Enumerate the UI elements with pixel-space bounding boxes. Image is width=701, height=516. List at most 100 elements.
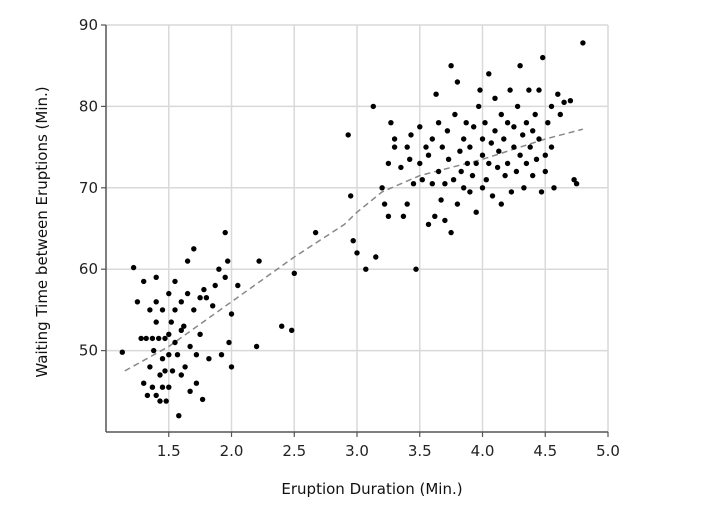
- data-point: [477, 87, 483, 93]
- data-point: [538, 189, 545, 195]
- data-point: [425, 152, 432, 158]
- data-point: [385, 160, 392, 167]
- data-point: [163, 398, 169, 404]
- data-point: [429, 136, 435, 142]
- data-point: [157, 372, 163, 378]
- data-point: [517, 62, 523, 69]
- x-tick-label: 2.5: [282, 442, 306, 460]
- y-tick-label: 70: [79, 179, 98, 197]
- data-point: [388, 120, 394, 126]
- data-point: [253, 343, 260, 350]
- data-point: [526, 87, 532, 93]
- data-point: [138, 335, 144, 342]
- data-point: [530, 172, 536, 179]
- data-point: [479, 136, 486, 142]
- data-point: [580, 40, 586, 46]
- data-point: [423, 144, 429, 150]
- data-point: [523, 120, 530, 126]
- data-point: [567, 98, 574, 104]
- data-point: [166, 331, 172, 337]
- data-point: [404, 144, 410, 150]
- data-point: [511, 124, 517, 130]
- y-axis-title: Waiting Time between Eruptions (Min.): [33, 86, 51, 377]
- data-point: [193, 352, 200, 358]
- y-tick-label: 90: [79, 16, 98, 34]
- data-point: [555, 91, 561, 97]
- data-point: [494, 164, 501, 171]
- data-point: [166, 384, 172, 390]
- data-point: [169, 368, 176, 374]
- data-point: [119, 349, 126, 355]
- data-point: [363, 266, 369, 272]
- data-point: [486, 71, 492, 77]
- data-point: [178, 327, 184, 333]
- data-point: [168, 319, 174, 325]
- data-point: [413, 266, 419, 272]
- data-point: [225, 258, 231, 264]
- x-tick-labels: 1.5 2.0 2.5 3.0 3.5 4.0 4.5 5.0: [157, 442, 620, 460]
- data-point: [235, 282, 241, 289]
- data-point: [442, 217, 448, 224]
- data-point: [511, 144, 517, 150]
- data-point: [379, 185, 385, 191]
- grid-lines: [106, 24, 609, 432]
- data-point: [533, 156, 540, 162]
- data-point: [174, 352, 181, 358]
- data-point: [149, 335, 156, 342]
- data-point: [548, 144, 555, 150]
- data-point: [216, 266, 222, 272]
- data-point: [291, 270, 297, 276]
- data-point: [517, 152, 523, 158]
- data-point: [448, 62, 454, 69]
- data-points: [119, 40, 586, 419]
- data-point: [151, 347, 157, 354]
- data-point: [435, 168, 442, 175]
- data-point: [159, 356, 166, 362]
- data-point: [496, 148, 502, 154]
- data-point: [486, 160, 492, 167]
- data-point: [454, 79, 461, 85]
- data-point: [410, 181, 417, 187]
- data-point: [458, 168, 464, 175]
- data-point: [442, 181, 448, 187]
- data-point: [448, 229, 454, 236]
- data-point: [391, 136, 398, 142]
- data-point: [187, 343, 193, 350]
- data-point: [149, 384, 156, 390]
- data-point: [452, 111, 458, 118]
- data-point: [398, 164, 404, 171]
- data-point: [143, 335, 149, 342]
- data-point: [521, 185, 527, 191]
- data-point: [429, 181, 435, 187]
- data-point: [464, 160, 471, 167]
- data-point: [172, 307, 178, 313]
- data-point: [134, 299, 141, 305]
- data-point: [141, 380, 147, 386]
- data-point: [130, 264, 137, 271]
- data-point: [153, 392, 159, 399]
- data-point: [370, 103, 376, 110]
- data-point: [479, 152, 486, 158]
- data-point: [557, 111, 563, 118]
- data-point: [508, 189, 515, 195]
- data-point: [482, 120, 488, 126]
- x-tick-label: 3.5: [408, 442, 432, 460]
- data-point: [520, 132, 526, 138]
- data-point: [176, 413, 182, 419]
- data-point: [461, 136, 467, 142]
- x-tick-label: 4.5: [533, 442, 557, 460]
- data-point: [222, 229, 228, 236]
- data-point: [532, 111, 538, 118]
- data-point: [147, 364, 153, 370]
- data-point: [425, 221, 432, 228]
- data-point: [417, 124, 423, 130]
- data-point: [279, 323, 285, 329]
- data-point: [159, 307, 166, 313]
- data-point: [178, 299, 184, 305]
- data-point: [548, 103, 555, 110]
- data-point: [507, 87, 513, 93]
- data-point: [498, 111, 504, 118]
- x-axis-title: Eruption Duration (Min.): [281, 480, 462, 498]
- data-point: [147, 307, 153, 313]
